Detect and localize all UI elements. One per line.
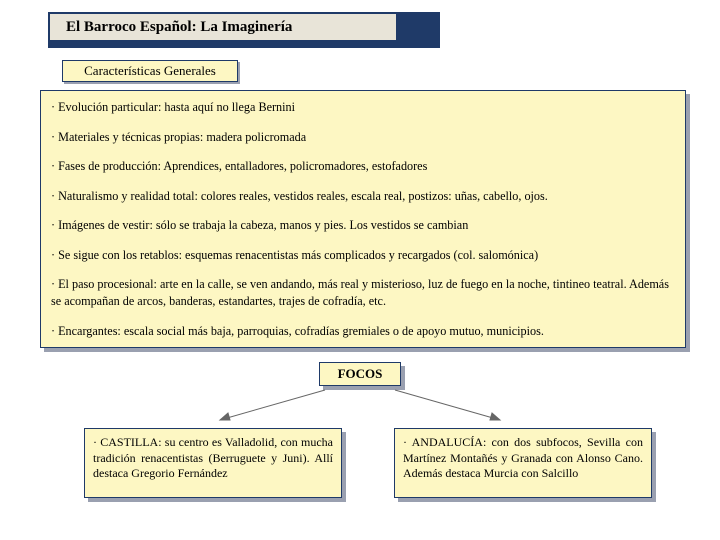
focos-label: FOCOS bbox=[319, 362, 401, 386]
bullet-line: · Materiales y técnicas propias: madera … bbox=[51, 129, 675, 145]
bullet-line: · Imágenes de vestir: sólo se trabaja la… bbox=[51, 217, 675, 233]
arrow-right-icon bbox=[390, 388, 510, 428]
subtitle-box: Características Generales bbox=[62, 60, 238, 82]
characteristics-box: · Evolución particular: hasta aquí no ll… bbox=[40, 90, 686, 348]
arrow-left-icon bbox=[210, 388, 330, 428]
bullet-line: · Naturalismo y realidad total: colores … bbox=[51, 188, 675, 204]
page-title: El Barroco Español: La Imaginería bbox=[50, 14, 396, 40]
castilla-box: · CASTILLA: su centro es Valladolid, con… bbox=[84, 428, 342, 498]
bullet-line: · Evolución particular: hasta aquí no ll… bbox=[51, 99, 675, 115]
bullet-line: · El paso procesional: arte en la calle,… bbox=[51, 276, 675, 309]
andalucia-box: · ANDALUCÍA: con dos subfocos, Sevilla c… bbox=[394, 428, 652, 498]
bullet-line: · Se sigue con los retablos: esquemas re… bbox=[51, 247, 675, 263]
bullet-line: · Encargantes: escala social más baja, p… bbox=[51, 323, 675, 339]
bullet-line: · Fases de producción: Aprendices, ental… bbox=[51, 158, 675, 174]
